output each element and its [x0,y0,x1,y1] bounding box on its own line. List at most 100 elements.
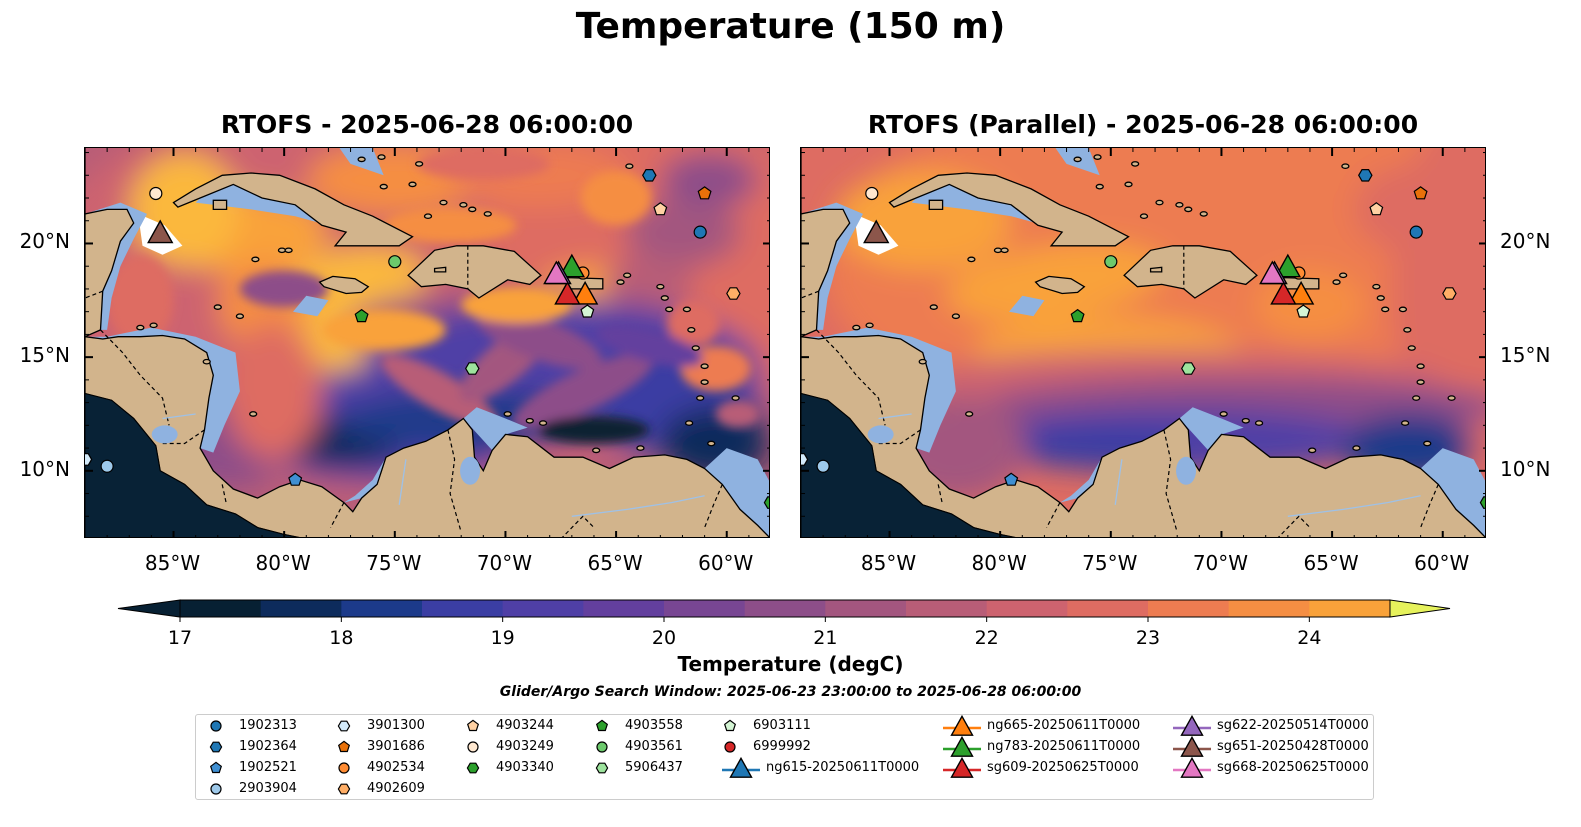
legend-entry-ng615-20250611T0000: ng615-20250611T0000 [720,756,920,778]
glider-marker-ng665-20250611T0000 [571,280,599,305]
colorbar-segment [986,600,1068,617]
small-island [700,363,709,370]
river [878,413,912,420]
colorbar-tick-label: 24 [1297,627,1321,649]
small-island [1376,295,1385,301]
small-island [1241,417,1250,424]
legend-marker [210,720,222,732]
small-island [1381,306,1390,313]
legend-entry-ng665-20250611T0000: ng665-20250611T0000 [941,714,1141,736]
country-border [162,429,205,445]
legend-entry-2903904: 2903904 [206,780,406,798]
small-island [1423,440,1432,447]
shallow-shelf [911,184,1045,226]
small-island [439,199,448,206]
lake-maracaibo [460,456,481,485]
map-canvas-rtofs [85,148,769,537]
colorbar-tick-label: 20 [652,627,676,649]
search-window-text: Glider/Argo Search Window: 2025-06-23 23… [499,684,1082,700]
lon-tick-label: 80°W [971,551,1027,575]
colorbar-segment [1309,600,1391,617]
small-island [503,411,512,417]
small-island [423,213,433,220]
small-island [213,304,222,310]
legend-label: 6999992 [753,739,811,754]
legend-marker [729,756,753,778]
land-jamaica [1034,275,1086,295]
colorbar-extend-low [117,599,181,618]
legend-entry-4903249: 4903249 [463,738,663,756]
colorbar-label: Temperature (degC) [677,652,904,676]
lat-tick-label-right: 10°N [1500,456,1551,481]
legend-label: sg668-20250625T0000 [1217,760,1369,775]
legend-marker [466,762,480,774]
legend-marker [1180,756,1204,778]
legend-entry-sg651-20250428T0000: sg651-20250428T0000 [1171,735,1371,757]
lon-tick-label: 80°W [255,551,311,575]
lon-tick-label: 75°W [366,551,422,575]
country-border [816,329,886,426]
lat-tick-label-right: 20°N [1500,229,1551,254]
small-island [1095,183,1104,190]
float-marker-4903249 [865,186,879,201]
small-island [1175,201,1184,208]
country-border [221,484,228,506]
legend-marker [337,783,351,795]
colorbar-segment [341,600,423,617]
small-island [1124,181,1133,188]
small-island [1219,411,1228,417]
legend-label: 4903558 [625,718,683,733]
small-island [951,313,961,320]
small-island [277,247,287,254]
shallow-shelf [1059,457,1102,503]
small-island [136,324,145,331]
lon-tick-label: 65°W [1303,551,1359,575]
land-cuba [888,172,1130,247]
colorbar-tick-label: 22 [975,627,999,649]
float-marker-5906437 [1181,362,1196,375]
float-marker-4903249 [149,186,163,201]
lat-tick-label-left: 15°N [19,343,70,368]
legend-entry-3901686: 3901686 [334,738,534,756]
small-island [1341,163,1350,170]
legend-entry-4903558: 4903558 [592,717,792,735]
legend-label: ng615-20250611T0000 [766,760,920,775]
small-island [1412,395,1421,401]
small-island [592,447,601,454]
river [571,495,705,517]
colorbar-segment [825,600,907,617]
legend-label: 1902521 [239,760,297,775]
small-island [483,211,492,217]
float-marker-3901686 [697,186,712,200]
small-island [377,154,386,160]
lon-tick-label: 85°W [860,551,917,575]
legend-label: 5906437 [625,760,683,775]
land-gonave [433,266,447,273]
lon-tick-label: 70°W [476,551,533,575]
land-yucatan [801,148,851,338]
small-island [235,313,245,320]
small-island [684,420,694,426]
small-island [468,206,477,213]
colorbar: 17 18 19 20 21 22 23 24 [117,599,1451,649]
legend-label: sg609-20250625T0000 [987,760,1139,775]
colorbar-frame [179,599,1391,618]
legend: 1902313 1902364 1902521 2903904 3901300 39016… [195,714,1374,800]
shallow-shelf [704,448,769,537]
lon-tick-label: 60°W [1414,551,1470,575]
small-island [1352,445,1361,451]
country-border [1046,502,1061,528]
country-border [937,484,944,506]
float-marker-2903904 [100,459,114,473]
land-pines [212,199,228,211]
legend-label: 3901300 [367,718,425,733]
river [162,413,196,420]
shallow-shelf [1179,407,1244,451]
float-marker-3901686 [1413,186,1428,200]
small-island [1447,395,1456,401]
legend-entry-5906437: 5906437 [592,759,792,777]
legend-label: sg651-20250428T0000 [1217,739,1369,754]
figure-title: Temperature (150 m) [575,6,1006,47]
shallow-shelf [463,407,528,451]
float-marker-4903244 [653,202,668,216]
